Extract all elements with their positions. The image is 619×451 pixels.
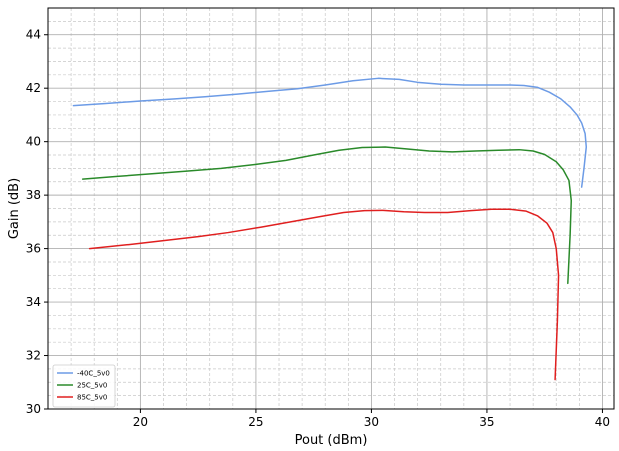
y-tick-label: 42 [26, 81, 41, 95]
legend: -40C_5v0 25C_5v0 85C_5v0 [52, 364, 116, 408]
y-tick-label: 38 [26, 188, 41, 202]
y-axis-ticks: 30 32 34 36 38 40 42 44 [26, 28, 48, 416]
y-tick-label: 36 [26, 242, 41, 256]
y-tick-label: 40 [26, 135, 41, 149]
series-layer [72, 77, 588, 381]
x-tick-label: 20 [133, 415, 148, 429]
legend-label-2: 25C_5v0 [77, 382, 107, 390]
series-line-2 [81, 146, 573, 285]
y-tick-label: 44 [26, 28, 41, 42]
x-axis-ticks: 20 25 30 35 40 [133, 409, 610, 429]
y-axis-label: Gain (dB) [7, 178, 22, 239]
legend-label-3: 85C_5v0 [77, 394, 107, 402]
x-tick-label: 30 [364, 415, 379, 429]
series-line-3 [88, 208, 560, 381]
x-tick-label: 40 [595, 415, 610, 429]
plot-frame [47, 7, 615, 410]
x-tick-label: 35 [479, 415, 494, 429]
y-tick-label: 32 [26, 349, 41, 363]
legend-label-1: -40C_5v0 [77, 370, 110, 378]
x-axis-label: Pout (dBm) [295, 433, 368, 448]
x-tick-label: 25 [248, 415, 263, 429]
minor-grid [47, 7, 614, 409]
major-grid [48, 8, 614, 410]
y-tick-label: 34 [26, 295, 41, 309]
y-tick-label: 30 [26, 402, 41, 416]
series-line-1 [72, 77, 588, 188]
